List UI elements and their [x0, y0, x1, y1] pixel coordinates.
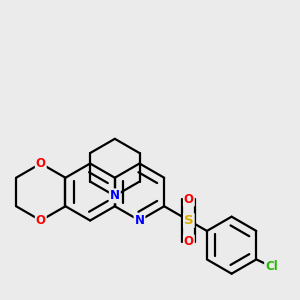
Text: O: O	[184, 193, 194, 206]
Text: N: N	[134, 214, 145, 227]
Text: O: O	[184, 236, 194, 248]
Text: Cl: Cl	[265, 260, 278, 273]
Text: O: O	[36, 214, 46, 227]
Text: O: O	[36, 157, 46, 170]
Text: N: N	[110, 189, 120, 202]
Text: S: S	[184, 214, 194, 227]
